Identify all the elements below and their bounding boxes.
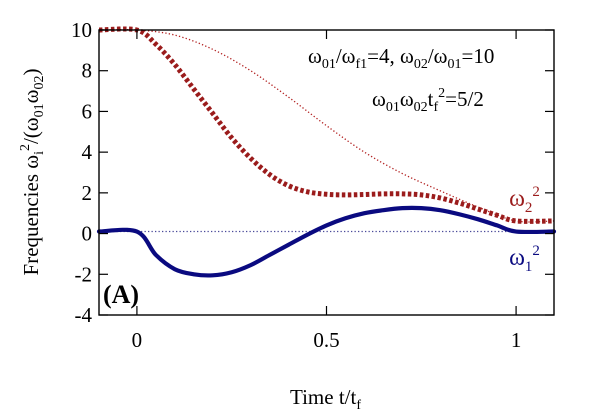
- y-tick-label-4: 4: [82, 140, 93, 164]
- y-tick-label-6: 8: [82, 59, 93, 83]
- series-label-omega1-squared: ω12: [509, 243, 540, 275]
- series-label-omega2-squared: ω22: [509, 184, 540, 216]
- y-tick-label-0: -4: [75, 303, 93, 327]
- x-tick-label-2: 1: [511, 328, 522, 352]
- plot-frame: [98, 29, 555, 316]
- y-tick-label-7: 10: [71, 18, 92, 42]
- y-tick-label-3: 2: [82, 181, 93, 205]
- x-tick-label-1: 0.5: [313, 328, 339, 352]
- series-line-3: [96, 205, 557, 278]
- series-line-1: [98, 26, 555, 224]
- annotation-time-parameter: ω01ω02tf2=5/2: [372, 86, 484, 115]
- x-tick-label-0: 0: [132, 328, 143, 352]
- y-tick-label-2: 0: [82, 222, 93, 246]
- annotation-frequency-ratios: ω01/ωf1=4, ω02/ω01=10: [308, 44, 494, 72]
- x-axis-label: Time t/tf: [290, 385, 361, 413]
- panel-label: (A): [103, 280, 139, 309]
- y-axis-label: Frequencies ωi2/(ω01ω02): [18, 69, 47, 276]
- y-tick-label-5: 6: [82, 99, 93, 123]
- y-tick-label-1: -2: [75, 262, 93, 286]
